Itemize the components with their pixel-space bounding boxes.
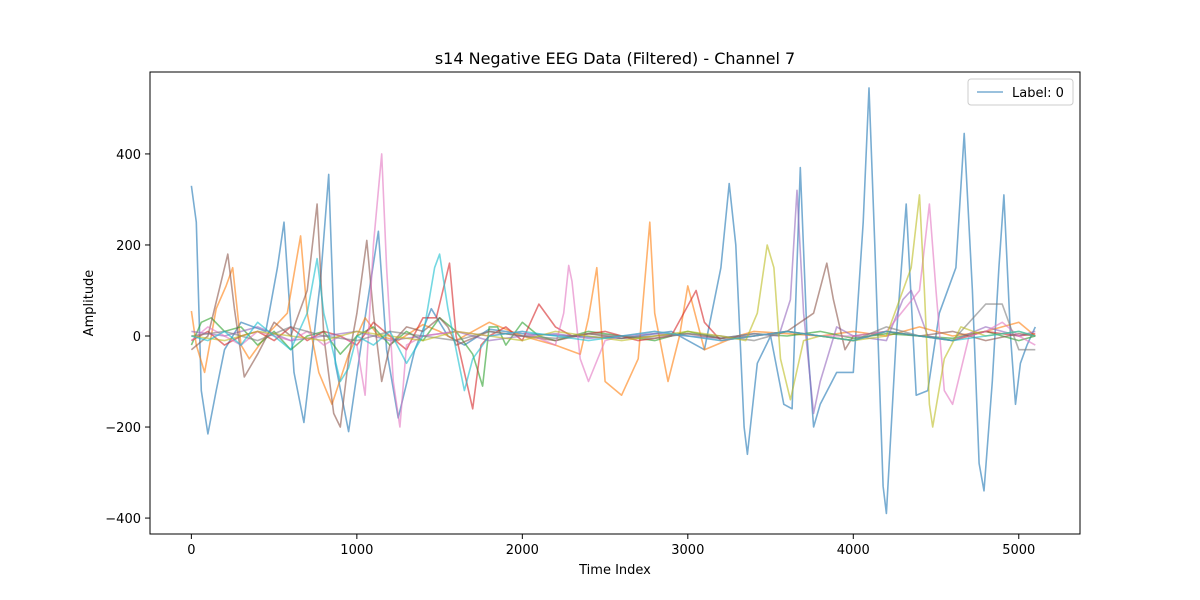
y-tick-label: −200 (105, 421, 141, 436)
series-line-0 (190, 87, 1037, 515)
series-layer (190, 87, 1037, 515)
plot-frame (149, 71, 1081, 535)
legend-label: Label: 0 (1012, 86, 1064, 101)
series-line-7 (191, 303, 1036, 351)
series-line-6 (190, 153, 1036, 428)
chart-title: s14 Negative EEG Data (Filtered) - Chann… (435, 49, 795, 68)
y-tick-label: 0 (133, 330, 141, 345)
x-tick-label: 5000 (1002, 543, 1035, 558)
series-line-5 (190, 203, 1036, 428)
y-tick-label: 400 (116, 148, 141, 163)
y-axis-label: Amplitude (82, 270, 97, 337)
x-tick-label: 3000 (671, 543, 704, 558)
legend-box (967, 78, 1074, 106)
legend: Label: 0 (967, 78, 1074, 106)
x-axis: 0 1000 2000 3000 4000 5000 (187, 534, 1035, 558)
y-tick-label: −400 (105, 512, 141, 527)
x-tick-label: 1000 (340, 543, 373, 558)
y-axis: −400 −200 0 200 400 (105, 148, 150, 527)
series-line-8 (191, 194, 1036, 428)
y-tick-label: 200 (116, 239, 141, 254)
x-tick-label: 2000 (506, 543, 539, 558)
x-tick-label: 0 (187, 543, 195, 558)
x-axis-label: Time Index (578, 563, 651, 578)
x-tick-label: 4000 (837, 543, 870, 558)
series-line-9 (191, 253, 1036, 392)
series-line-2 (190, 317, 1036, 387)
